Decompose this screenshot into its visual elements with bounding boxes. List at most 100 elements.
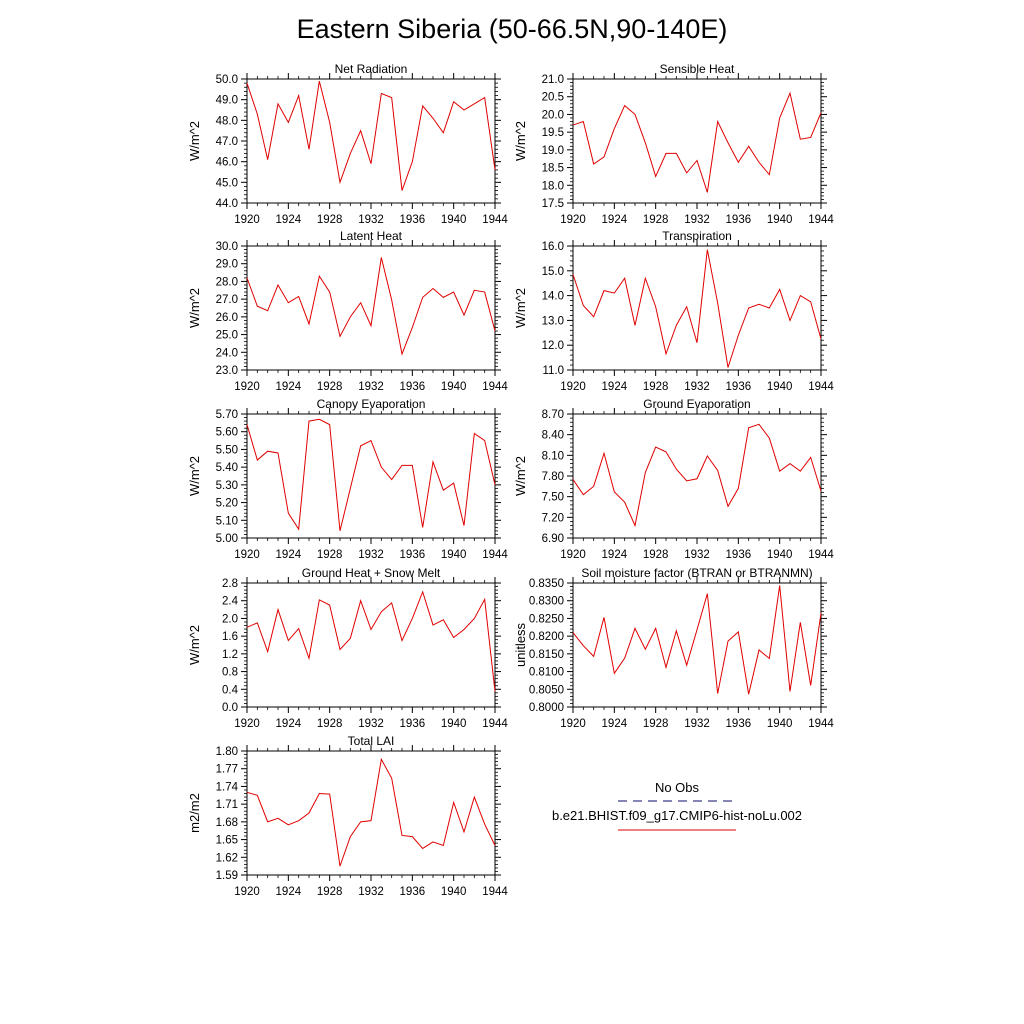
x-tick-label: 1940 <box>441 381 467 393</box>
x-tick-label: 1920 <box>234 214 260 226</box>
panel-sensible-heat: Sensible Heat W/m^2 17.5 18.0 18.5 19.0 19.5 20… <box>513 62 834 226</box>
y-tick-label: 15.0 <box>542 266 564 278</box>
x-tick-label: 1932 <box>358 718 384 730</box>
y-tick-label: 23.0 <box>216 365 238 377</box>
x-tick-label: 1940 <box>441 886 467 898</box>
y-tick-label: 1.80 <box>216 746 238 758</box>
y-tick-label: 0.8250 <box>529 613 564 625</box>
y-tick-label: 18.5 <box>542 163 564 175</box>
y-tick-label: 11.0 <box>542 365 564 377</box>
y-tick-label: 20.0 <box>542 109 564 121</box>
y-tick-label: 50.0 <box>216 74 238 86</box>
x-tick-label: 1936 <box>400 886 426 898</box>
panel-title: Transpiration <box>662 229 732 243</box>
x-tick-label: 1944 <box>808 549 834 561</box>
panel-title: Soil moisture factor (BTRAN or BTRANMN) <box>581 566 812 580</box>
x-tick-label: 1936 <box>400 214 426 226</box>
panel-title: Net Radiation <box>335 62 408 76</box>
panel-transpiration: Transpiration W/m^2 11.0 12.0 13.0 14.0 15.0 16… <box>513 229 834 393</box>
y-tick-label: 0.8050 <box>529 684 564 696</box>
y-tick-label: 24.0 <box>216 347 238 359</box>
x-tick-label: 1932 <box>684 549 710 561</box>
panel-title: Canopy Evaporation <box>317 397 426 411</box>
y-axis-label: W/m^2 <box>513 288 528 328</box>
x-tick-label: 1944 <box>482 381 508 393</box>
y-tick-label: 1.68 <box>216 817 238 829</box>
plot-frame <box>246 413 496 539</box>
legend-obs-label: No Obs <box>655 780 700 795</box>
panel-ground-evaporation: Ground Evaporation W/m^2 6.90 7.20 7.50 7.80 8… <box>513 397 834 561</box>
x-tick-label: 1932 <box>684 718 710 730</box>
y-tick-label: 19.0 <box>542 145 564 157</box>
x-tick-label: 1936 <box>726 214 752 226</box>
x-tick-label: 1920 <box>560 381 586 393</box>
y-tick-label: 0.8100 <box>529 667 564 679</box>
y-axis-label: W/m^2 <box>187 121 202 161</box>
x-tick-label: 1932 <box>358 214 384 226</box>
panel-title: Ground Evaporation <box>643 397 750 411</box>
y-tick-label: 2.0 <box>222 613 238 625</box>
panel-title: Total LAI <box>348 734 395 748</box>
x-tick-label: 1928 <box>317 214 343 226</box>
panel-total-lai: Total LAI m2/m2 1.59 1.62 1.65 1.68 1.71 1.74 1.… <box>187 734 508 898</box>
x-tick-label: 1932 <box>684 214 710 226</box>
x-tick-label: 1920 <box>234 381 260 393</box>
x-tick-label: 1940 <box>767 381 793 393</box>
y-tick-label: 1.59 <box>216 870 238 882</box>
panel-title: Latent Heat <box>340 229 403 243</box>
y-tick-label: 19.5 <box>542 127 564 139</box>
y-tick-label: 26.0 <box>216 312 238 324</box>
y-tick-label: 2.8 <box>222 578 238 590</box>
y-tick-label: 1.2 <box>222 649 238 661</box>
x-tick-label: 1940 <box>441 718 467 730</box>
y-tick-label: 2.4 <box>222 596 239 608</box>
y-tick-label: 5.40 <box>216 462 238 474</box>
y-tick-label: 14.0 <box>542 291 564 303</box>
x-tick-label: 1932 <box>358 381 384 393</box>
y-tick-label: 13.0 <box>542 315 564 327</box>
y-tick-label: 0.8 <box>222 667 238 679</box>
y-tick-label: 44.0 <box>216 198 238 210</box>
legend-model-label: b.e21.BHIST.f09_g17.CMIP6-hist-noLu.002 <box>552 808 802 823</box>
y-tick-label: 0.8000 <box>529 702 564 714</box>
y-tick-label: 30.0 <box>216 241 238 253</box>
x-tick-label: 1920 <box>560 718 586 730</box>
series-line-ground-heat-snow-melt <box>246 590 496 692</box>
x-tick-label: 1932 <box>684 381 710 393</box>
x-tick-label: 1944 <box>808 214 834 226</box>
x-tick-label: 1928 <box>317 381 343 393</box>
x-tick-label: 1944 <box>482 549 508 561</box>
y-tick-label: 5.60 <box>216 427 238 439</box>
panel-net-radiation: Net Radiation W/m^2 44.0 45.0 46.0 47.0 48.0 49… <box>187 62 508 226</box>
x-tick-label: 1924 <box>276 886 302 898</box>
y-tick-label: 5.10 <box>216 515 238 527</box>
x-tick-label: 1944 <box>482 886 508 898</box>
series-line-latent-heat <box>246 257 496 356</box>
page-title: Eastern Siberia (50-66.5N,90-140E) <box>296 14 728 44</box>
series-line-ground-evaporation <box>572 423 822 528</box>
x-tick-label: 1928 <box>317 718 343 730</box>
y-tick-label: 29.0 <box>216 259 238 271</box>
legend: No Obs b.e21.BHIST.f09_g17.CMIP6-hist-no… <box>552 780 802 831</box>
x-tick-label: 1944 <box>808 381 834 393</box>
plot-frame <box>246 78 496 204</box>
x-tick-label: 1924 <box>602 214 628 226</box>
series-line-sensible-heat <box>572 91 822 193</box>
x-tick-label: 1924 <box>276 381 302 393</box>
panel-canopy-evaporation: Canopy Evaporation W/m^2 5.00 5.10 5.20 5.30 5… <box>187 397 508 561</box>
y-tick-label: 47.0 <box>216 136 238 148</box>
x-tick-label: 1936 <box>726 549 752 561</box>
y-tick-label: 5.50 <box>216 444 238 456</box>
y-tick-label: 7.80 <box>542 471 564 483</box>
y-tick-label: 16.0 <box>542 241 564 253</box>
x-tick-label: 1920 <box>234 886 260 898</box>
y-tick-label: 0.4 <box>222 684 239 696</box>
y-tick-label: 45.0 <box>216 177 238 189</box>
y-tick-label: 1.62 <box>216 852 238 864</box>
y-axis-label: W/m^2 <box>187 625 202 665</box>
y-tick-label: 5.30 <box>216 480 238 492</box>
y-tick-label: 0.0 <box>222 702 238 714</box>
y-axis-label: W/m^2 <box>513 121 528 161</box>
x-tick-label: 1924 <box>276 214 302 226</box>
x-tick-label: 1920 <box>560 214 586 226</box>
